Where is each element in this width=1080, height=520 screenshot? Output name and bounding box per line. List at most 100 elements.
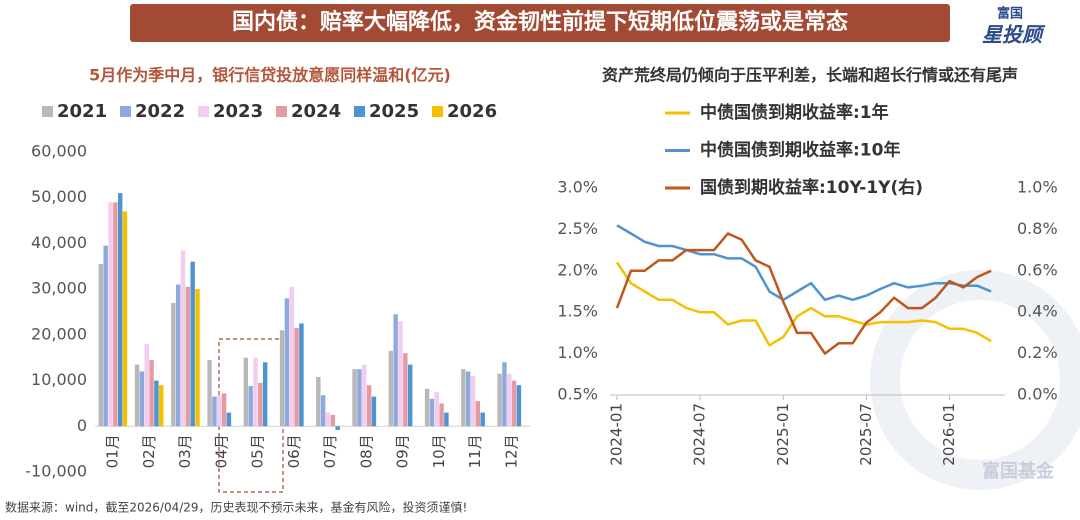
bar xyxy=(226,412,232,427)
x-tick-label: 2024-01 xyxy=(608,403,626,466)
y-tick-label: 0 xyxy=(77,416,87,435)
bar xyxy=(398,321,403,427)
bar xyxy=(207,360,212,427)
page-title: 国内债：赔率大幅降低，资金韧性前提下短期低位震荡或是常态 xyxy=(232,9,848,35)
bar xyxy=(497,373,502,427)
bar xyxy=(284,298,290,427)
logo-top: 富国 xyxy=(997,6,1023,22)
x-tick-label: 04月 xyxy=(212,434,230,468)
legend-swatch xyxy=(276,106,287,117)
bar xyxy=(330,414,336,427)
bar xyxy=(434,392,439,427)
line-series xyxy=(615,232,992,355)
bar xyxy=(185,286,191,427)
x-tick-label: 05月 xyxy=(249,434,267,468)
bar xyxy=(429,398,435,427)
x-tick-label: 2025-07 xyxy=(857,403,875,466)
bar xyxy=(507,373,512,427)
logo-bottom: 星投顾 xyxy=(982,23,1046,47)
legend-label: 国债到期收益率:10Y-1Y(右) xyxy=(700,177,923,198)
bar xyxy=(516,385,522,427)
bar xyxy=(325,412,331,427)
x-tick-label: 2026-01 xyxy=(940,403,958,466)
legend-label: 中债国债到期收益率:1年 xyxy=(700,102,889,123)
y-tick-label: 20,000 xyxy=(31,324,87,343)
chart-title: 5月作为季中月，银行信贷投放意愿同样温和(亿元) xyxy=(89,66,451,85)
y2-tick-label: 0.8% xyxy=(1017,219,1058,238)
x-tick-label: 03月 xyxy=(176,434,194,468)
bar xyxy=(262,362,268,427)
y-tick-label: 1.0% xyxy=(557,343,598,362)
watermark: 富国基金 xyxy=(982,460,1055,482)
legend-swatch xyxy=(120,106,131,117)
x-tick-label: 02月 xyxy=(140,434,158,468)
bar xyxy=(393,314,398,427)
y2-tick-label: 0.4% xyxy=(1017,302,1058,321)
y2-tick-label: 0.2% xyxy=(1017,343,1058,362)
bar xyxy=(444,412,449,427)
legend-label: 2024 xyxy=(291,101,341,122)
legend-label: 中债国债到期收益率:10年 xyxy=(700,140,900,161)
bar xyxy=(159,385,164,427)
bar xyxy=(439,403,444,427)
bar xyxy=(279,330,285,427)
x-tick-label: 10月 xyxy=(430,434,448,468)
bar xyxy=(316,376,321,427)
bar xyxy=(294,328,299,427)
y-tick-label: 0.5% xyxy=(557,385,598,404)
legend-swatch xyxy=(198,106,209,117)
x-tick-label: 01月 xyxy=(104,434,122,468)
x-tick-label: 2025-01 xyxy=(774,403,792,466)
chart-title: 资产荒终局仍倾向于压平利差，长端和超长行情或还有尾声 xyxy=(602,66,1018,85)
y-tick-label: 2.5% xyxy=(557,219,598,238)
watermark-shape xyxy=(870,270,1080,490)
y-tick-label: -10,000 xyxy=(25,462,87,481)
bar xyxy=(175,284,181,427)
y-tick-label: 10,000 xyxy=(31,370,87,389)
bar xyxy=(108,202,113,427)
bar xyxy=(511,380,517,427)
y2-tick-label: 1.0% xyxy=(1017,178,1058,197)
legend-label: 2023 xyxy=(213,101,263,122)
y2-tick-label: 0.0% xyxy=(1017,385,1058,404)
bar xyxy=(253,357,258,427)
bar xyxy=(122,211,128,427)
bar xyxy=(154,380,159,427)
bar xyxy=(366,385,372,427)
bar xyxy=(388,350,394,427)
legend-label: 2022 xyxy=(135,101,185,122)
bar xyxy=(335,426,340,430)
bar xyxy=(502,362,507,427)
bar xyxy=(371,396,377,427)
bar xyxy=(475,401,481,427)
legend-swatch xyxy=(354,106,365,117)
y-tick-label: 30,000 xyxy=(31,279,87,298)
bar xyxy=(357,369,362,427)
y-tick-label: 60,000 xyxy=(31,142,87,161)
line-series xyxy=(616,224,992,302)
bar xyxy=(134,364,140,427)
bar xyxy=(144,344,149,427)
x-tick-label: 06月 xyxy=(285,434,303,468)
y2-tick-label: 0.6% xyxy=(1017,260,1058,279)
bar xyxy=(403,353,408,427)
bar xyxy=(221,393,227,427)
bar xyxy=(180,250,186,427)
legend-swatch xyxy=(432,106,443,117)
bar xyxy=(117,193,123,427)
legend-label: 2021 xyxy=(57,101,107,122)
legend-label: 2025 xyxy=(369,101,419,122)
legend-swatch xyxy=(42,106,53,117)
bar xyxy=(424,388,430,427)
y-tick-label: 2.0% xyxy=(557,260,598,279)
x-tick-label: 2024-07 xyxy=(691,403,709,466)
bar xyxy=(480,412,485,427)
bar xyxy=(465,371,471,427)
x-tick-label: 09月 xyxy=(394,434,412,468)
bar xyxy=(98,264,104,427)
bar xyxy=(171,302,176,427)
x-tick-label: 08月 xyxy=(357,434,375,468)
bar xyxy=(248,386,253,427)
x-tick-label: 12月 xyxy=(502,434,520,468)
